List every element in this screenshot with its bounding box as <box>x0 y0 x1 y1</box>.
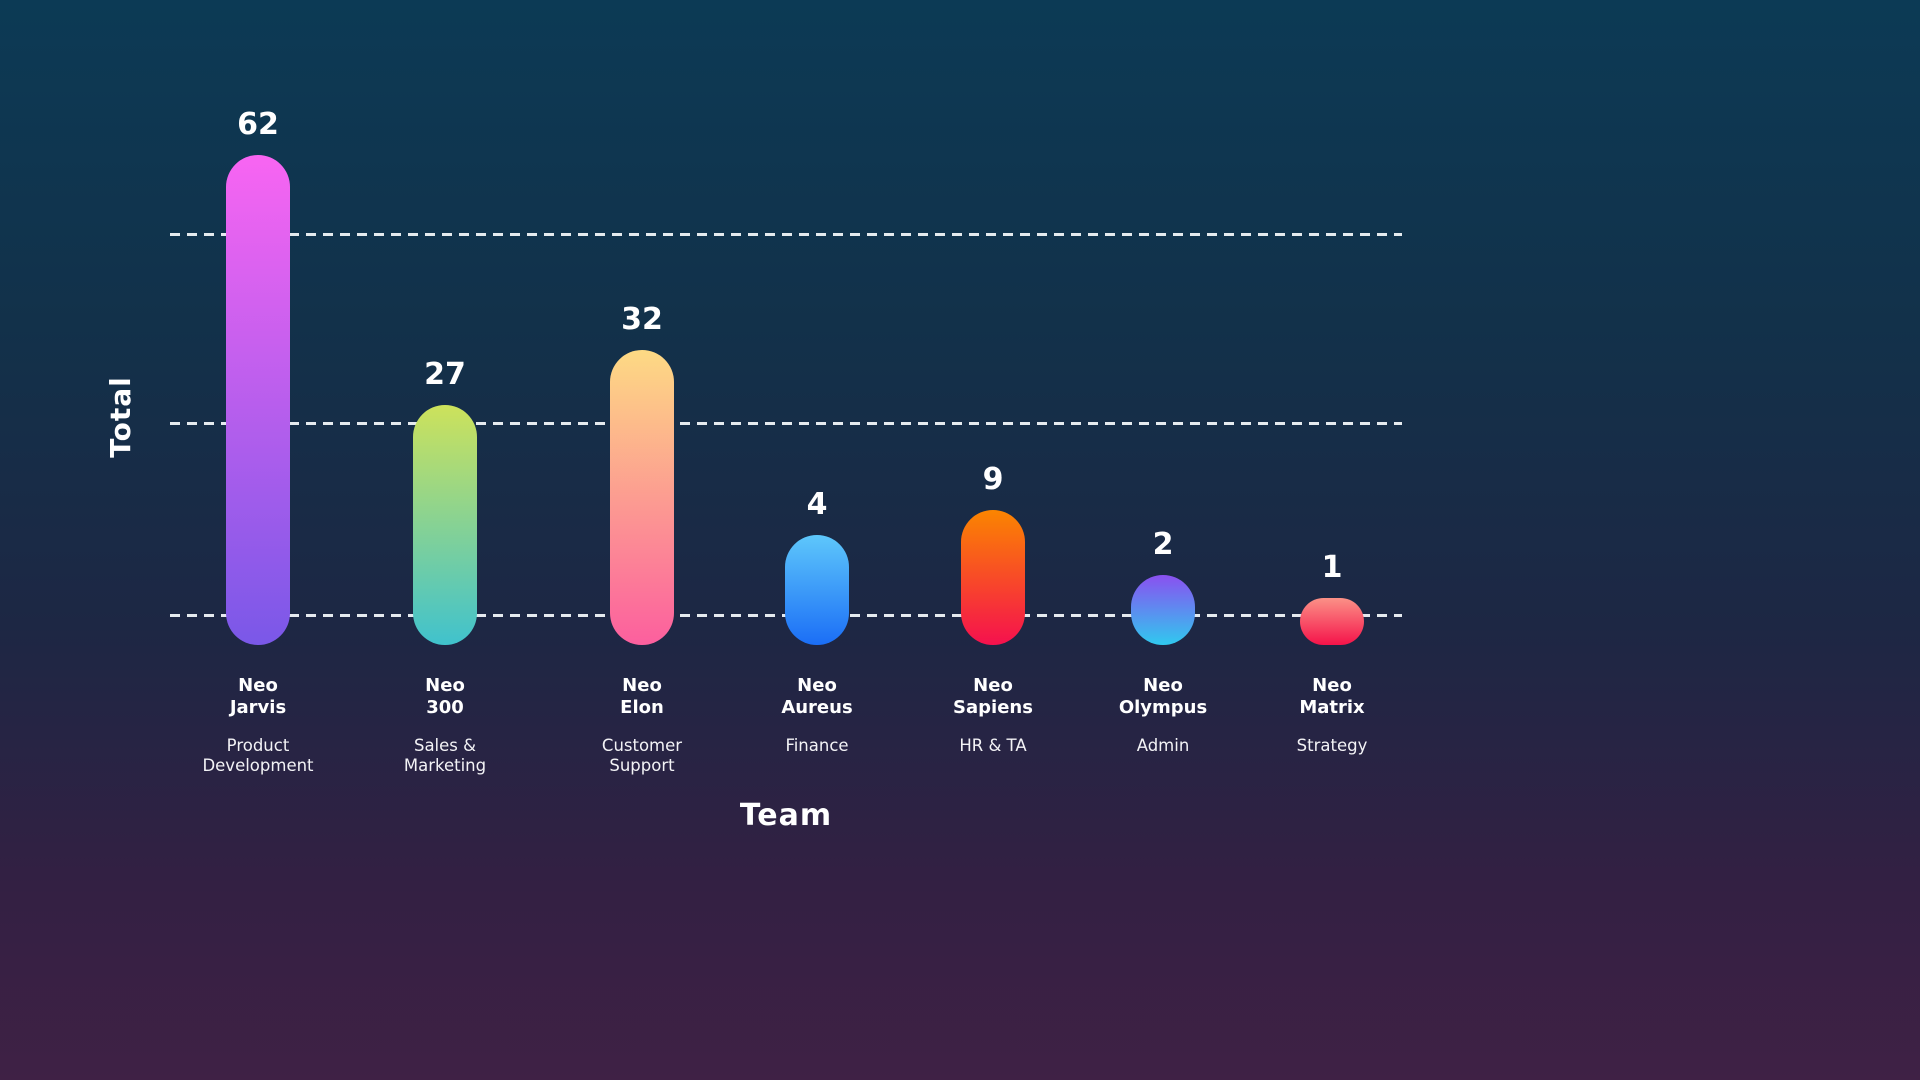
bar-stack: 62 <box>226 0 290 645</box>
department-label: Strategy <box>1296 735 1368 755</box>
team-name-label: Neo Jarvis <box>229 675 287 718</box>
department-label: Finance <box>785 735 849 755</box>
gridline-middle <box>170 422 1402 425</box>
bar-value-label: 4 <box>806 487 828 522</box>
bar <box>785 535 849 645</box>
bar <box>1131 575 1195 645</box>
bar-value-label: 1 <box>1321 550 1343 585</box>
department-label: Sales & Marketing <box>403 735 487 776</box>
bar-value-label: 62 <box>237 107 279 142</box>
bar-stack: 4 <box>785 0 849 645</box>
bar <box>610 350 674 645</box>
bar-stack: 9 <box>961 0 1025 645</box>
bar-stack: 1 <box>1300 0 1364 645</box>
department-label: Admin <box>1136 735 1190 755</box>
bar-stack: 32 <box>610 0 674 645</box>
team-name-label: Neo 300 <box>425 675 465 718</box>
bar-value-label: 2 <box>1152 527 1174 562</box>
team-name-label: Neo Aureus <box>781 675 853 718</box>
bar <box>1300 598 1364 645</box>
x-axis-label: Team <box>739 798 833 833</box>
bar-column: 1 Neo Matrix Strategy <box>1247 0 1417 790</box>
bar-column: 9 Neo Sapiens HR & TA <box>908 0 1078 790</box>
bar <box>961 510 1025 645</box>
department-label: Product Development <box>202 735 314 776</box>
bar-value-label: 9 <box>982 462 1004 497</box>
department-label: HR & TA <box>959 735 1027 755</box>
bar-value-label: 32 <box>621 302 663 337</box>
y-axis-label: Total <box>103 376 137 458</box>
bar-value-label: 27 <box>424 357 466 392</box>
bar-column: 27 Neo 300 Sales & Marketing <box>360 0 530 790</box>
team-name-label: Neo Olympus <box>1118 675 1208 718</box>
bar-stack: 27 <box>413 0 477 645</box>
gridline-upper <box>170 233 1402 236</box>
bar-column: 2 Neo Olympus Admin <box>1078 0 1248 790</box>
bar <box>226 155 290 645</box>
bar-column: 32 Neo Elon Customer Support <box>557 0 727 790</box>
bar <box>413 405 477 645</box>
bar-stack: 2 <box>1131 0 1195 645</box>
bar-column: 4 Neo Aureus Finance <box>732 0 902 790</box>
team-name-label: Neo Sapiens <box>953 675 1033 718</box>
bar-column: 62 Neo Jarvis Product Development <box>173 0 343 790</box>
team-name-label: Neo Matrix <box>1299 675 1365 718</box>
team-name-label: Neo Elon <box>620 675 664 718</box>
department-label: Customer Support <box>601 735 683 776</box>
